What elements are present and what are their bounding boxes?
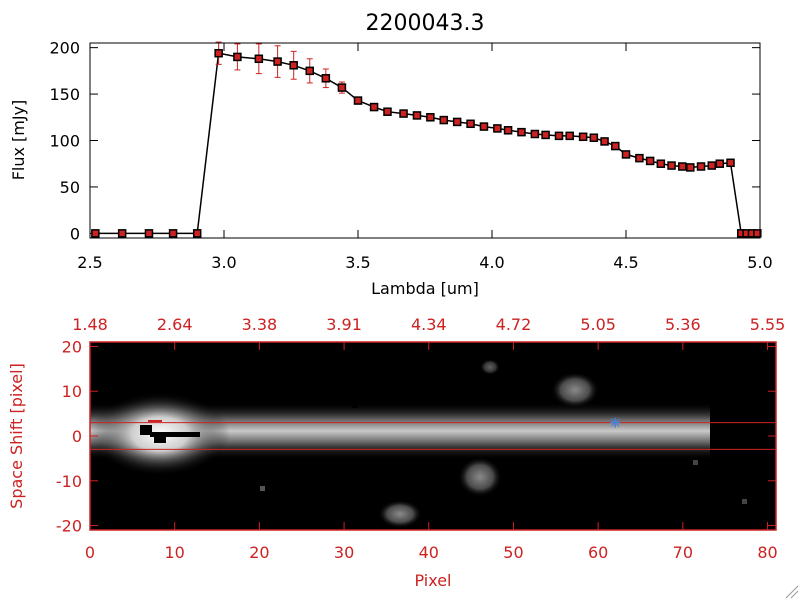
y-axis-title: Flux [mJy] xyxy=(9,100,28,181)
y-tick-label: 200 xyxy=(49,39,80,58)
y-tick-label: 100 xyxy=(49,132,80,151)
data-point xyxy=(144,229,154,238)
flux-line xyxy=(95,52,758,235)
data-point xyxy=(214,48,223,58)
y-tick-label: 0 xyxy=(70,224,80,243)
x-tick-label: 4.5 xyxy=(613,253,638,272)
data-point xyxy=(426,113,435,122)
data-point xyxy=(707,161,717,170)
data-point xyxy=(611,141,620,151)
data-point xyxy=(517,127,526,137)
source-marker-icon xyxy=(610,418,620,427)
data-point xyxy=(667,161,676,170)
wavelength-tick-label: 3.91 xyxy=(326,315,362,334)
space-shift-tick-label: 20 xyxy=(62,337,82,356)
data-point xyxy=(383,107,392,116)
wavelength-tick-label: 2.64 xyxy=(157,315,193,334)
pixel-tick-label: 10 xyxy=(165,543,185,562)
spectral-image xyxy=(90,342,776,530)
data-point xyxy=(530,129,540,139)
pixel-axis-title: Pixel xyxy=(414,571,451,590)
spectrum-plot-frame xyxy=(89,42,761,239)
data-point xyxy=(696,162,706,171)
pixel-tick-label: 50 xyxy=(503,543,523,562)
wavelength-tick-label: 3.38 xyxy=(242,315,278,334)
data-point xyxy=(678,162,687,171)
data-point xyxy=(305,66,315,76)
x-tick-label: 3.5 xyxy=(345,253,370,272)
wavelength-tick-label: 1.48 xyxy=(72,315,108,334)
data-point xyxy=(656,159,666,168)
x-tick-label: 4.0 xyxy=(479,253,504,272)
x-tick-label: 3.0 xyxy=(211,253,236,272)
pixel-tick-label: 30 xyxy=(334,543,354,562)
wavelength-tick-label: 5.36 xyxy=(665,315,701,334)
data-point xyxy=(369,102,379,112)
x-tick-label: 2.5 xyxy=(77,253,102,272)
data-point xyxy=(565,131,574,141)
data-point xyxy=(479,122,489,131)
data-point xyxy=(254,54,264,64)
data-point xyxy=(412,111,422,120)
y-tick-label: 150 xyxy=(49,85,80,104)
space-shift-tick-label: 0 xyxy=(72,427,82,446)
data-point xyxy=(439,115,449,125)
data-point xyxy=(578,132,588,142)
pixel-tick-label: 70 xyxy=(673,543,693,562)
wavelength-tick-label: 5.55 xyxy=(750,315,786,334)
y-tick-label: 50 xyxy=(60,178,80,197)
x-tick-label: 5.0 xyxy=(747,253,772,272)
data-point xyxy=(289,61,298,70)
pixel-tick-label: 0 xyxy=(85,543,95,562)
data-point xyxy=(353,96,363,105)
spectral-image-plot: 0 10 20 30 40 50 60 70 80 20 10 0 -10 -20 1.48 2.64 3.… xyxy=(7,315,785,590)
data-point xyxy=(192,229,202,238)
data-point xyxy=(645,156,655,166)
pixel-tick-label: 60 xyxy=(588,543,608,562)
data-point xyxy=(541,130,550,140)
data-point xyxy=(337,83,347,92)
space-shift-tick-label: -10 xyxy=(56,472,82,491)
pixel-tick-label: 20 xyxy=(249,543,269,562)
space-shift-tick-label: -20 xyxy=(56,517,82,536)
resize-grip-icon[interactable] xyxy=(785,585,799,599)
data-point xyxy=(600,137,609,146)
data-point xyxy=(589,133,599,142)
data-point xyxy=(233,52,242,62)
data-point xyxy=(399,109,408,118)
data-point xyxy=(117,229,127,238)
spectrum-plot: 2200043.3 0 50 100 150 200 2.5 3.0 3.5 4.0 4.5 5.… xyxy=(9,11,773,298)
data-point xyxy=(466,119,475,129)
wavelength-tick-label: 4.72 xyxy=(496,315,532,334)
data-point xyxy=(621,150,631,159)
pixel-tick-label: 80 xyxy=(757,543,777,562)
data-point xyxy=(635,153,644,163)
data-point xyxy=(91,229,100,238)
space-shift-axis-title: Space Shift [pixel] xyxy=(7,363,26,509)
data-point xyxy=(726,158,735,168)
space-shift-tick-label: 10 xyxy=(62,382,82,401)
data-point xyxy=(686,163,695,172)
data-point xyxy=(452,117,462,127)
data-point xyxy=(715,159,725,168)
wavelength-tick-label: 4.34 xyxy=(411,315,447,334)
data-point xyxy=(753,229,762,238)
data-point xyxy=(493,124,502,133)
wavelength-tick-label: 5.05 xyxy=(580,315,616,334)
pixel-tick-label: 40 xyxy=(419,543,439,562)
data-point xyxy=(321,74,331,83)
data-point xyxy=(168,229,178,238)
chart-title: 2200043.3 xyxy=(366,11,485,36)
x-axis-title: Lambda [um] xyxy=(371,279,479,298)
data-point xyxy=(554,131,564,141)
data-point xyxy=(503,126,513,135)
data-point xyxy=(273,57,282,66)
